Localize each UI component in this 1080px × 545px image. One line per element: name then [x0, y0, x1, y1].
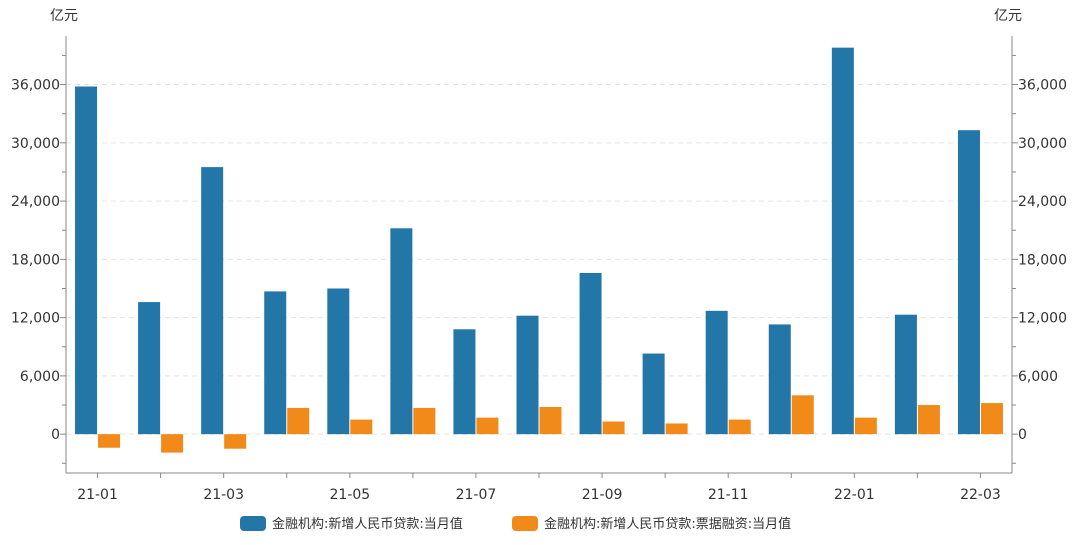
bar-bill-financing	[728, 419, 751, 435]
y-axis-unit-right: 亿元	[994, 8, 1022, 24]
y-tick-label-left: 24,000	[11, 194, 60, 210]
y-tick-label-right: 30,000	[1018, 136, 1067, 152]
bar-new-loans	[138, 302, 161, 435]
x-tick-label: 21-07	[456, 487, 497, 503]
y-tick-label-right: 36,000	[1018, 78, 1067, 94]
x-tick-label: 22-03	[960, 487, 1001, 503]
legend-label: 金融机构:新增人民币贷款:票据融资:当月值	[544, 516, 791, 532]
bar-new-loans	[642, 353, 665, 435]
y-tick-label-left: 36,000	[11, 78, 60, 94]
x-tick-label: 21-03	[203, 487, 244, 503]
y-tick-label-left: 30,000	[11, 136, 60, 152]
bar-bill-financing	[224, 434, 247, 449]
bar-new-loans	[327, 288, 350, 435]
bar-new-loans	[957, 130, 980, 435]
legend-label: 金融机构:新增人民币贷款:当月值	[272, 516, 463, 532]
bar-new-loans	[516, 315, 539, 435]
bar-new-loans	[579, 272, 602, 435]
bar-bill-financing	[287, 407, 310, 435]
y-tick-label-left: 0	[51, 427, 60, 443]
bar-bill-financing	[791, 395, 814, 435]
x-tick-label: 21-01	[77, 487, 118, 503]
bar-bill-financing	[476, 417, 499, 435]
axes	[60, 36, 1018, 478]
bar-bill-financing	[350, 419, 373, 435]
y-tick-label-right: 0	[1018, 427, 1027, 443]
bar-new-loans	[201, 167, 224, 435]
y-tick-label-left: 18,000	[11, 252, 60, 268]
x-tick-label: 21-05	[329, 487, 370, 503]
gridlines	[66, 84, 1012, 435]
bar-bill-financing	[161, 434, 184, 453]
bar-new-loans	[831, 47, 854, 435]
bar-bill-financing	[917, 405, 940, 435]
y-tick-label-left: 12,000	[11, 311, 60, 327]
y-tick-label-right: 24,000	[1018, 194, 1067, 210]
bar-new-loans	[264, 291, 287, 435]
legend-swatch	[240, 516, 266, 531]
y-tick-label-left: 6,000	[20, 369, 60, 385]
bar-bill-financing	[413, 407, 436, 435]
bar-bill-financing	[539, 406, 562, 435]
bar-new-loans	[768, 324, 791, 435]
y-tick-label-right: 6,000	[1018, 369, 1058, 385]
y-tick-label-right: 12,000	[1018, 311, 1067, 327]
x-tick-label: 22-01	[834, 487, 875, 503]
bars	[75, 47, 1003, 453]
legend-swatch	[512, 516, 538, 531]
bar-bill-financing	[980, 403, 1003, 435]
bar-new-loans	[894, 314, 917, 435]
legend: 金融机构:新增人民币贷款:当月值 金融机构:新增人民币贷款:票据融资:当月值	[240, 516, 791, 532]
x-tick-label: 21-11	[708, 487, 749, 503]
axis-labels: 0 0 6,000 6,000 12,000 12,000 18,000 18,000 24,0…	[11, 78, 1067, 503]
bar-bill-financing	[602, 421, 625, 435]
bar-new-loans	[453, 329, 476, 435]
bar-new-loans	[390, 228, 413, 435]
x-tick-label: 21-09	[582, 487, 623, 503]
bar-bill-financing	[665, 423, 688, 435]
bar-bill-financing	[98, 434, 121, 448]
y-axis-unit-left: 亿元	[50, 8, 78, 24]
bar-bill-financing	[854, 417, 877, 435]
y-tick-label-right: 18,000	[1018, 252, 1067, 268]
bar-new-loans	[75, 86, 98, 435]
bar-new-loans	[705, 310, 728, 435]
